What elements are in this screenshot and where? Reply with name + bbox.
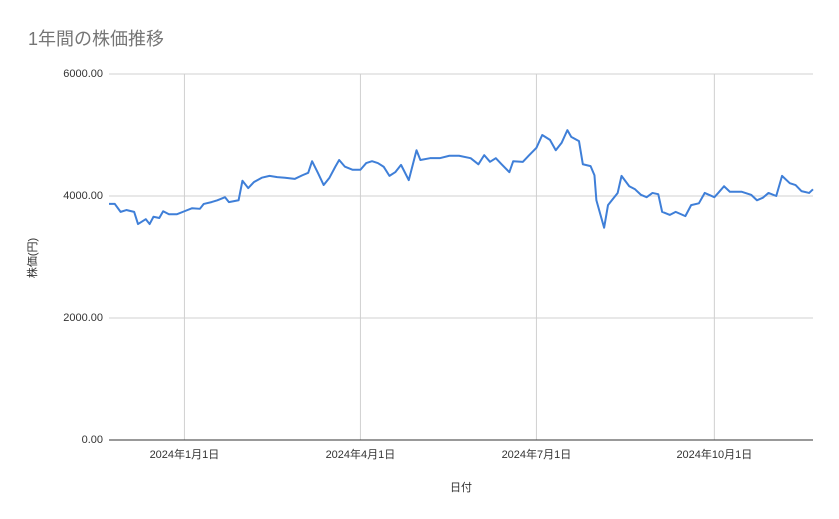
y-tick-label: 2000.00 xyxy=(63,312,103,324)
x-tick-label: 2024年10月1日 xyxy=(676,447,752,461)
x-axis-title: 日付 xyxy=(450,481,472,494)
x-tick-label: 2024年7月1日 xyxy=(502,447,572,461)
chart-title: 1年間の株価推移 xyxy=(28,29,164,49)
y-tick-label: 0.00 xyxy=(82,434,103,446)
x-tick-label: 2024年1月1日 xyxy=(150,447,220,461)
price-line xyxy=(109,129,814,229)
y-tick-label: 4000.00 xyxy=(63,190,103,202)
x-tick-label: 2024年4月1日 xyxy=(326,447,396,461)
y-axis-title: 株価(円) xyxy=(25,238,39,278)
y-tick-label: 6000.00 xyxy=(63,68,103,80)
